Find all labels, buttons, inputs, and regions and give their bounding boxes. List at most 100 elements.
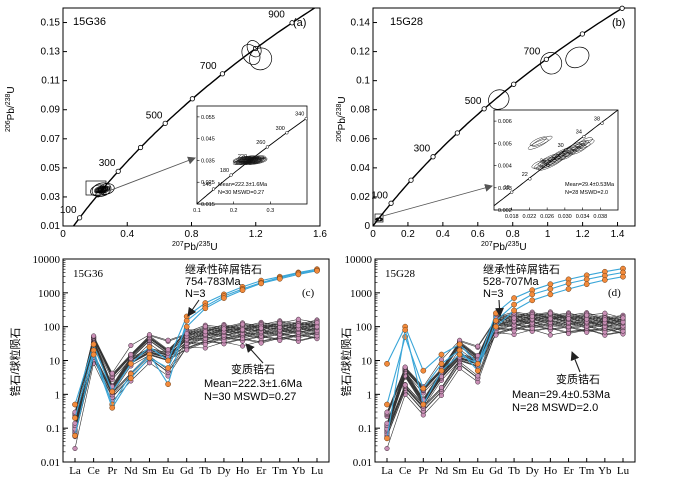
y-tick-label: 10 xyxy=(49,356,61,368)
metamorphic-point xyxy=(258,340,264,346)
inherited-point xyxy=(529,291,536,298)
metamorphic-point xyxy=(402,364,408,370)
panel-d-meta-n: N=28 MSWD=2.0 xyxy=(512,402,598,414)
metamorphic-point xyxy=(620,315,626,321)
metamorphic-point xyxy=(109,370,115,376)
metamorphic-point xyxy=(258,325,264,331)
y-tick-label: 0.08 xyxy=(351,105,371,116)
concordia-age-marker xyxy=(137,144,144,151)
concordia-age-marker xyxy=(162,120,168,126)
panel-c-ylabel: 锆石/球粒陨石 xyxy=(8,327,22,396)
inset-x-tick-label: 0.2 xyxy=(230,208,238,214)
inherited-point xyxy=(474,367,481,374)
inherited-point xyxy=(276,275,283,282)
inset-y-tick-label: 0.003 xyxy=(498,186,512,192)
metamorphic-point xyxy=(475,373,481,379)
inset-x-tick-label: 0.034 xyxy=(576,214,590,220)
inherited-point xyxy=(547,291,554,298)
panel-b-xlabel: 207Pb/235U xyxy=(481,241,527,253)
inherited-point xyxy=(402,327,409,333)
panel-b-inset-n: N=28 MSWD=2.0 xyxy=(565,190,608,196)
x-tick-label: 0.2 xyxy=(401,229,415,240)
y-tick-label: 10000 xyxy=(345,254,373,266)
panel-c-ree: 0.01 0.1 1 10 100 1000 10000 La Ce Pr Nd Sm Eu Gd Tb Dy… xyxy=(8,254,330,477)
x-tick-label: Tb xyxy=(508,465,521,477)
panel-b-inset-mean: Mean=29.4±0.53Ma xyxy=(565,182,615,188)
y-tick-label: 1 xyxy=(55,389,61,401)
inherited-point xyxy=(72,415,78,421)
concordia-age-marker xyxy=(430,154,436,160)
x-tick-label: Gd xyxy=(180,465,194,477)
panel-d-label: (d) xyxy=(608,287,621,299)
concordia-curve xyxy=(373,8,624,226)
x-tick-label: Eu xyxy=(472,465,485,477)
x-tick-label: 0.8 xyxy=(506,229,520,240)
inherited-point xyxy=(493,310,499,317)
metamorphic-series-line xyxy=(74,319,318,424)
y-tick-label: 100 xyxy=(356,322,373,334)
panel-c-meta-mean: Mean=222.3±1.6Ma xyxy=(204,378,303,390)
inherited-series-line xyxy=(386,276,624,439)
metamorphic-point xyxy=(91,333,97,339)
inset-age-marker xyxy=(528,177,532,181)
inset-age-marker xyxy=(211,187,216,191)
panel-c-meta-label: 变质锆石 xyxy=(231,362,275,376)
inset-error-ellipse xyxy=(571,143,585,152)
inherited-point xyxy=(165,381,171,387)
inherited-point xyxy=(384,435,390,442)
inset-age-label: 140 xyxy=(202,182,211,188)
inset-error-ellipse xyxy=(579,137,593,146)
x-tick-label: Ho xyxy=(236,465,250,477)
panel-d-sample: 15G28 xyxy=(385,268,415,280)
y-tick-label: 0.01 xyxy=(41,457,60,469)
y-tick-label: 0.14 xyxy=(351,18,371,29)
x-tick-label: 0 xyxy=(60,229,66,240)
metamorphic-series-line xyxy=(386,328,624,449)
inset-age-label: 26 xyxy=(540,159,546,165)
error-ellipse xyxy=(488,89,510,110)
y-tick-label: 0.04 xyxy=(351,163,371,174)
metamorphic-point xyxy=(475,343,481,349)
inset-age-marker xyxy=(304,116,308,121)
panel-d-ree: 0.01 0.1 1 10 100 1000 10000 La Ce Pr Nd Sm Eu Gd Tb Dy… xyxy=(339,254,636,477)
panel-a-label: (a) xyxy=(293,17,306,29)
inherited-point xyxy=(529,297,536,304)
inherited-point xyxy=(165,357,171,364)
metamorphic-point xyxy=(128,351,134,357)
panel-b-sample: 15G28 xyxy=(390,16,423,28)
x-tick-label: La xyxy=(381,465,393,477)
metamorphic-series-line xyxy=(386,319,624,434)
panel-b-concordia: 0 0.2 0.4 0.6 0.8 1 1.2 1.4 0 0.02 0.04 0.06 0.08 0.1… xyxy=(336,5,636,253)
inset-age-label: 340 xyxy=(295,112,304,118)
panel-c-sample: 15G36 xyxy=(73,268,103,280)
inset-age-label: 18 xyxy=(504,185,510,191)
metamorphic-point xyxy=(128,342,134,349)
x-tick-label: Pr xyxy=(418,465,428,477)
error-ellipse xyxy=(241,44,261,65)
panel-c-meta-n: N=30 MSWD=0.27 xyxy=(204,391,296,403)
metamorphic-point xyxy=(184,331,190,337)
metamorphic-point xyxy=(547,316,553,322)
metamorphic-point xyxy=(475,352,481,359)
x-tick-label: 1 xyxy=(545,229,551,240)
inset-error-ellipse xyxy=(567,145,581,154)
x-tick-label: Dy xyxy=(526,465,540,477)
inset-error-ellipse xyxy=(241,158,260,165)
metamorphic-point xyxy=(295,316,301,322)
inset-error-ellipse xyxy=(242,157,261,164)
panel-d-meta-mean: Mean=29.4±0.53Ma xyxy=(512,389,611,401)
panel-d-frame xyxy=(374,258,636,463)
metamorphic-series-line xyxy=(74,321,318,429)
inset-y-tick-label: 0.035 xyxy=(201,158,215,164)
concordia-age-marker xyxy=(77,215,83,221)
inherited-point xyxy=(565,286,572,292)
concordia-age-label: 100 xyxy=(60,205,77,216)
inset-error-ellipse xyxy=(542,155,567,168)
concordia-age-marker xyxy=(189,96,196,102)
inset-age-label: 30 xyxy=(558,143,564,149)
metamorphic-series-line xyxy=(386,312,624,413)
x-tick-label: 0.8 xyxy=(185,229,199,240)
metamorphic-point xyxy=(384,445,390,452)
panel-a-xlabel: 207Pb/235U xyxy=(172,241,218,253)
